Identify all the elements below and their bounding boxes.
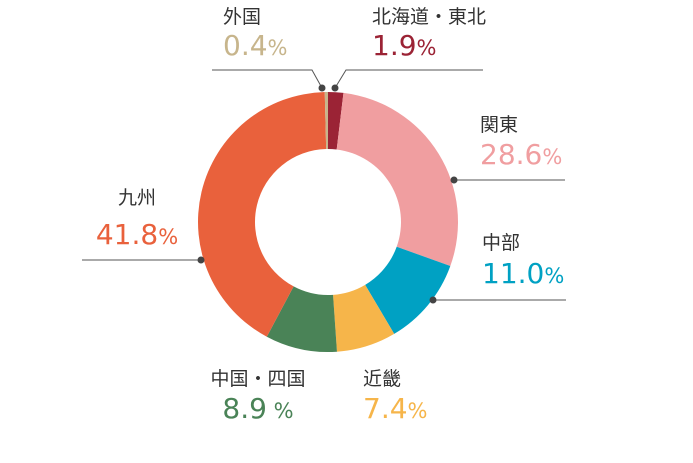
slice-group [198,92,459,352]
label-kinki: 近畿 [363,368,401,390]
label-gaikoku: 外国 [223,6,261,28]
value-label-hokkaido-tohoku: 1.9% [372,29,437,62]
value-label-gaikoku: 0.4% [223,29,288,62]
leader-line-group [82,69,566,304]
slice-chugoku-shikoku [266,286,337,352]
value-label-chugoku-shikoku: 8.9 % [222,392,293,425]
slice-gaikoku [324,92,328,150]
leader-line-gaikoku [212,69,323,89]
leader-line-hokkaido-tohoku [334,69,483,89]
label-chugoku-shikoku: 中国・四国 [210,368,305,390]
label-chubu: 中部 [482,232,520,254]
slice-chubu [365,246,451,334]
label-kanto: 関東 [480,114,518,136]
label-kyushu: 九州 [118,187,156,209]
leader-dot-hokkaido-tohoku [331,84,339,92]
leader-dot-kyushu [197,256,205,264]
leader-dot-gaikoku [318,84,326,92]
slice-hokkaido-tohoku [328,92,344,150]
leader-dot-kanto [450,176,458,184]
slice-kanto [336,92,459,267]
slice-kyushu [198,92,327,337]
value-label-kyushu: 41.8% [96,218,178,251]
leader-dot-chubu [429,296,437,304]
label-hokkaido-tohoku: 北海道・東北 [372,6,486,28]
slice-kinki [333,284,395,352]
value-label-kinki: 7.4% [363,392,428,425]
value-label-chubu: 11.0% [482,257,564,290]
value-label-kanto: 28.6% [480,138,562,171]
